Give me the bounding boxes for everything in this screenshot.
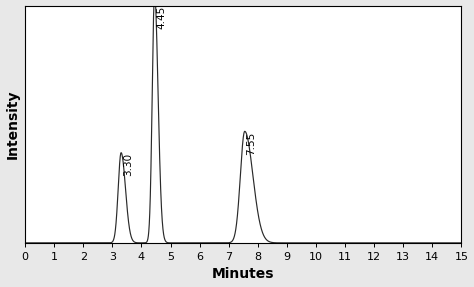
Text: 3.30: 3.30 <box>123 153 134 176</box>
Text: 4.45: 4.45 <box>156 5 166 29</box>
X-axis label: Minutes: Minutes <box>212 267 274 282</box>
Y-axis label: Intensity: Intensity <box>6 90 19 159</box>
Text: 7.55: 7.55 <box>246 131 256 155</box>
